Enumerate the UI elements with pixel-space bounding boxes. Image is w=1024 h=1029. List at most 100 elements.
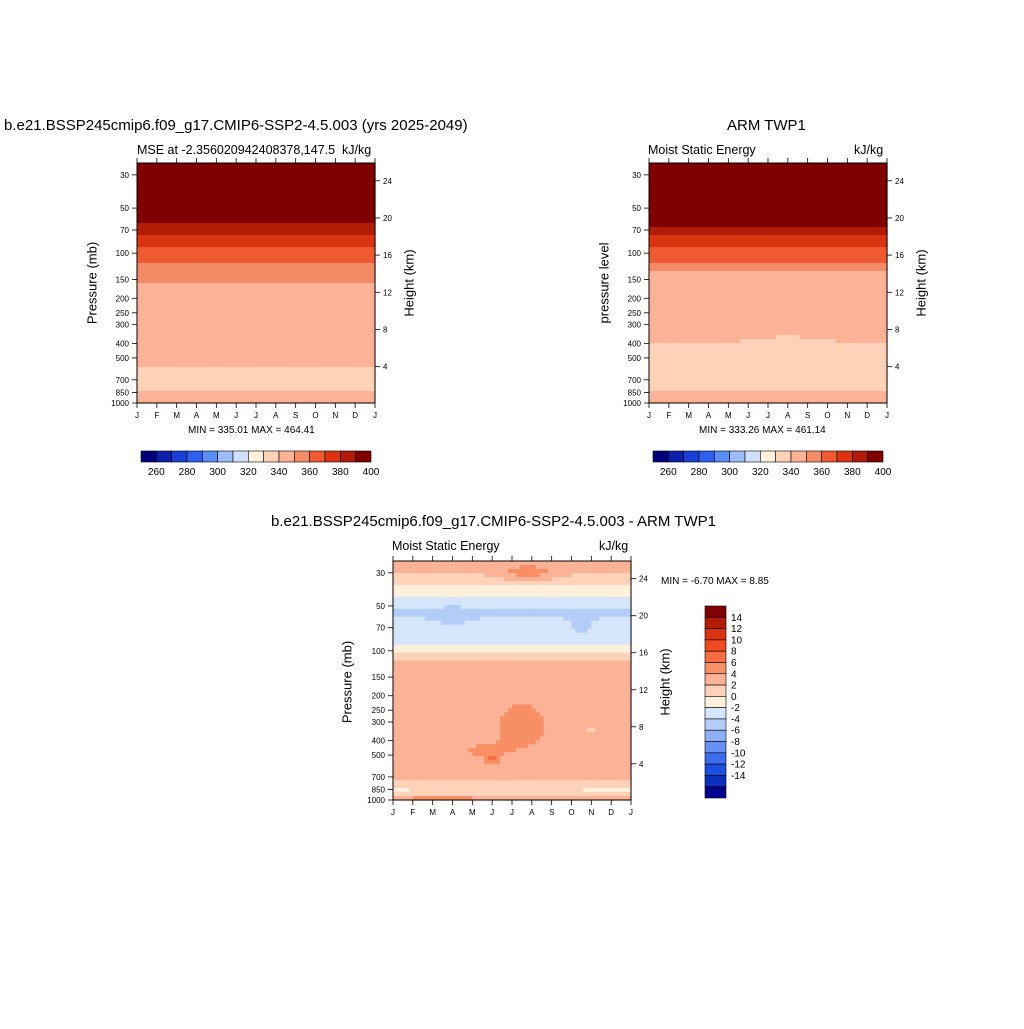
- model-cell: [268, 167, 273, 172]
- model-cell: [224, 363, 229, 368]
- obs-cell: [808, 235, 813, 240]
- obs-cell: [871, 235, 876, 240]
- model-cell: [204, 227, 209, 232]
- model-pressure-label: 850: [116, 388, 130, 397]
- model-cell: [145, 347, 150, 352]
- model-cell: [264, 299, 269, 304]
- model-cell: [288, 339, 293, 344]
- model-cell: [177, 367, 182, 372]
- model-cell: [367, 299, 372, 304]
- obs-cell: [657, 207, 662, 212]
- obs-cell: [831, 171, 836, 176]
- model-cell: [220, 227, 225, 232]
- model-cell: [169, 215, 174, 220]
- model-cell: [252, 383, 257, 388]
- model-cell: [177, 331, 182, 336]
- obs-cell: [804, 183, 809, 188]
- model-cell: [276, 375, 281, 380]
- model-cell: [292, 191, 297, 196]
- model-cell: [236, 175, 241, 180]
- model-cell: [284, 351, 289, 356]
- model-cell: [304, 355, 309, 360]
- model-cell: [276, 331, 281, 336]
- obs-cell: [879, 199, 884, 204]
- model-cell: [308, 299, 313, 304]
- model-cell: [260, 327, 265, 332]
- model-cell: [193, 207, 198, 212]
- model-cell: [312, 235, 317, 240]
- model-cell: [228, 267, 233, 272]
- model-cell: [288, 347, 293, 352]
- model-cell: [312, 315, 317, 320]
- obs-cell: [828, 211, 833, 216]
- obs-cell: [756, 211, 761, 216]
- obs-cell: [720, 191, 725, 196]
- model-cell: [193, 195, 198, 200]
- model-cell: [200, 207, 205, 212]
- model-cell: [327, 339, 332, 344]
- model-cell: [228, 203, 233, 208]
- model-cell: [236, 227, 241, 232]
- model-cell: [260, 379, 265, 384]
- obs-cell: [748, 195, 753, 200]
- obs-cell: [693, 167, 698, 172]
- model-cell: [208, 223, 213, 228]
- obs-cell: [788, 223, 793, 228]
- obs-cell: [728, 167, 733, 172]
- model-cell: [363, 395, 368, 400]
- obs-cell: [831, 199, 836, 204]
- model-cell: [149, 359, 154, 364]
- model-cell: [292, 383, 297, 388]
- model-cell: [236, 251, 241, 256]
- obs-cell: [740, 203, 745, 208]
- model-cell: [312, 239, 317, 244]
- model-cell: [157, 203, 162, 208]
- model-cell: [335, 183, 340, 188]
- obs-cell: [685, 235, 690, 240]
- model-cell: [304, 367, 309, 372]
- obs-cell: [871, 187, 876, 192]
- obs-cell: [709, 231, 714, 236]
- model-cell: [232, 375, 237, 380]
- model-cell: [185, 359, 190, 364]
- model-cell: [173, 295, 178, 300]
- model-cell: [319, 311, 324, 316]
- model-cell: [280, 243, 285, 248]
- model-cell: [347, 383, 352, 388]
- model-cell: [304, 287, 309, 292]
- model-cell: [224, 339, 229, 344]
- model-cell: [228, 339, 233, 344]
- model-cell: [347, 255, 352, 260]
- model-cell: [323, 191, 328, 196]
- obs-cell: [712, 215, 717, 220]
- obs-cell: [831, 187, 836, 192]
- model-cell: [185, 323, 190, 328]
- model-cell: [304, 303, 309, 308]
- model-cell: [351, 291, 356, 296]
- model-cell: [169, 239, 174, 244]
- model-cell: [355, 371, 360, 376]
- model-cell: [236, 311, 241, 316]
- model-cell: [312, 387, 317, 392]
- model-cell: [173, 355, 178, 360]
- model-cell: [292, 275, 297, 280]
- model-cell: [304, 231, 309, 236]
- model-cell: [240, 391, 245, 396]
- model-cell: [292, 199, 297, 204]
- model-cell: [335, 215, 340, 220]
- model-month-label: M: [213, 411, 220, 420]
- model-cell: [149, 231, 154, 236]
- model-cell: [288, 351, 293, 356]
- model-cell: [280, 187, 285, 192]
- obs-cell: [792, 219, 797, 224]
- model-cell: [319, 307, 324, 312]
- obs-cell: [816, 175, 821, 180]
- model-cell: [296, 247, 301, 252]
- model-cell: [260, 171, 265, 176]
- model-cell: [319, 251, 324, 256]
- model-cell: [308, 227, 313, 232]
- obs-cell: [859, 239, 864, 244]
- model-cell: [200, 219, 205, 224]
- model-cell: [272, 375, 277, 380]
- model-cell: [165, 267, 170, 272]
